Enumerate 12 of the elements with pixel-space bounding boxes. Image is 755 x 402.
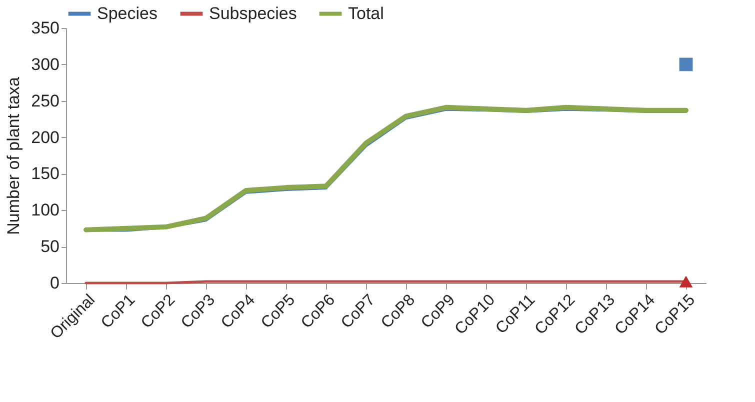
y-tick-label: 300 bbox=[31, 54, 60, 74]
legend-label: Subspecies bbox=[209, 4, 297, 23]
y-tick-label: 350 bbox=[31, 18, 60, 38]
y-tick-label: 100 bbox=[31, 200, 60, 220]
legend-label: Species bbox=[97, 4, 158, 23]
y-tick-label: 200 bbox=[31, 128, 60, 147]
y-axis-title: Number of plant taxa bbox=[4, 76, 24, 235]
y-tick-label: 250 bbox=[31, 91, 60, 110]
y-tick-label: 50 bbox=[40, 237, 60, 256]
legend-label: Total bbox=[348, 4, 384, 23]
y-tick-label: 150 bbox=[31, 164, 60, 184]
y-tick-label: 0 bbox=[50, 274, 60, 292]
